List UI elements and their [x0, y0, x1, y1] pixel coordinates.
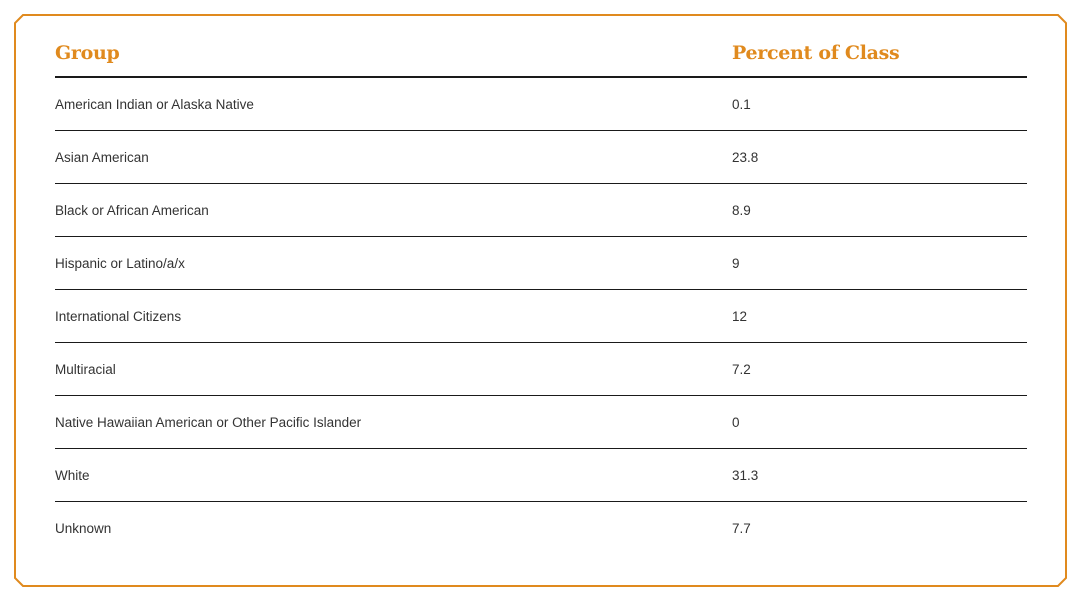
cell-percent: 0	[732, 395, 1027, 449]
cell-percent: 7.7	[732, 520, 751, 536]
table-row: White 31.3	[55, 448, 1027, 502]
table-row: Black or African American 8.9	[55, 183, 1027, 237]
cell-group: Unknown	[55, 520, 112, 536]
cell-group: White	[55, 448, 732, 502]
cell-group: Black or African American	[55, 183, 732, 237]
table-row: Hispanic or Latino/a/x 9	[55, 236, 1027, 290]
table-row: Native Hawaiian American or Other Pacifi…	[55, 395, 1027, 449]
table-row: Unknown 7.7	[55, 502, 1027, 555]
table-row: Multiracial 7.2	[55, 342, 1027, 396]
table-row: American Indian or Alaska Native 0.1	[55, 77, 1027, 131]
cell-percent: 9	[732, 236, 1027, 290]
table-row: International Citizens 12	[55, 289, 1027, 343]
cell-percent: 8.9	[732, 183, 1027, 237]
table-row: Asian American 23.8	[55, 130, 1027, 184]
cell-group: American Indian or Alaska Native	[55, 77, 732, 131]
cell-percent: 31.3	[732, 448, 1027, 502]
cell-percent: 0.1	[732, 77, 1027, 131]
cell-percent: 7.2	[732, 342, 1027, 396]
cell-percent: 23.8	[732, 130, 1027, 184]
cell-group: Hispanic or Latino/a/x	[55, 236, 732, 290]
cell-group: Asian American	[55, 130, 732, 184]
table-header-row: Group Percent of Class	[55, 30, 1027, 78]
column-header-percent: Percent of Class	[732, 30, 1027, 78]
cell-percent: 12	[732, 289, 1027, 343]
cell-group: Multiracial	[55, 342, 732, 396]
cell-group: International Citizens	[55, 289, 732, 343]
column-header-group: Group	[55, 30, 732, 78]
demographics-table: Group Percent of Class American Indian o…	[55, 30, 1027, 554]
cell-group: Native Hawaiian American or Other Pacifi…	[55, 395, 732, 449]
